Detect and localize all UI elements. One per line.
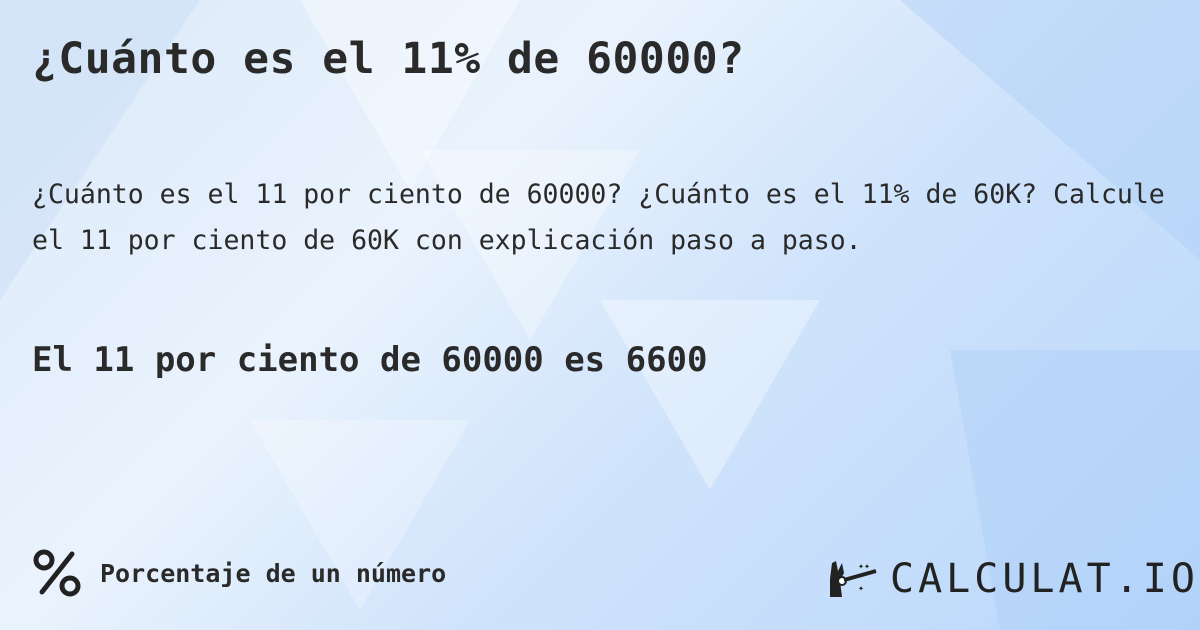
percent-icon: [33, 549, 81, 597]
answer: El 11 por ciento de 60000 es 6600: [32, 340, 708, 380]
calculat-logo[interactable]: ✦✦ ✦ CALCULAT.IO: [828, 556, 1199, 602]
page-title: ¿Cuánto es el 11% de 60000?: [32, 34, 745, 84]
category[interactable]: Porcentaje de un número: [32, 548, 446, 598]
category-label: Porcentaje de un número: [100, 558, 447, 588]
description: ¿Cuánto es el 11 por ciento de 60000? ¿C…: [32, 179, 1165, 256]
svg-text:✦✦: ✦✦: [858, 561, 870, 572]
logo-text: CALCULAT.IO: [890, 556, 1199, 602]
svg-text:✦: ✦: [858, 583, 864, 594]
magic-wand-hand-icon: ✦✦ ✦: [830, 561, 877, 597]
